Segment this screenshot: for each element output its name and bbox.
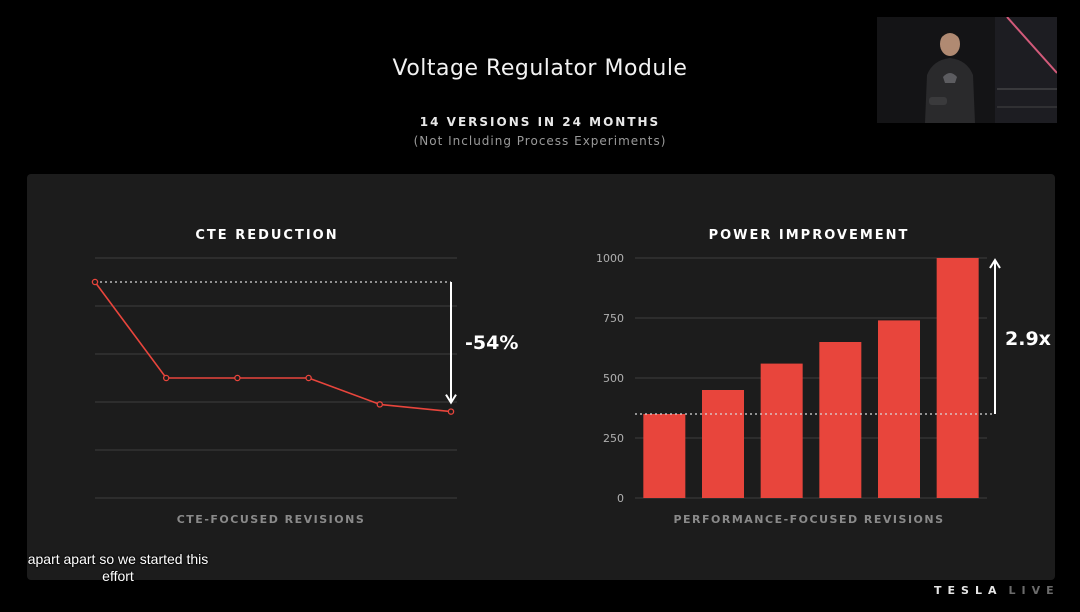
power-y-tick-label: 500 xyxy=(603,372,624,385)
power-bar xyxy=(819,342,862,498)
cte-line-series xyxy=(94,281,452,413)
slide-subtitle: 14 VERSIONS IN 24 MONTHS xyxy=(419,115,661,129)
power-improvement-label: 2.9x xyxy=(1005,328,1051,350)
cte-chart-title: CTE REDUCTION xyxy=(195,228,338,243)
tesla-live-logo: TESLA LIVE xyxy=(934,584,1060,597)
power-bar xyxy=(702,390,744,498)
slide-note: (Not Including Process Experiments) xyxy=(413,134,667,148)
brand-live: LIVE xyxy=(1008,584,1060,597)
cte-reduction-label: -54% xyxy=(465,332,518,354)
power-bar xyxy=(936,258,979,498)
caption-line-2: effort xyxy=(102,568,134,584)
presenter-video-inset xyxy=(877,17,1057,123)
power-y-tick-label: 0 xyxy=(617,492,624,505)
power-y-tick-label: 250 xyxy=(603,432,624,445)
cte-data-point xyxy=(234,374,241,382)
cte-chart: CTE REDUCTION -54% CTE-FOCUSED REVISIONS xyxy=(91,228,518,526)
cte-data-point xyxy=(376,401,384,408)
power-chart-title: POWER IMPROVEMENT xyxy=(709,228,910,243)
slide-title: Voltage Regulator Module xyxy=(392,56,688,81)
charts-canvas: CTE REDUCTION -54% CTE-FOCUSED REVISIONS… xyxy=(91,228,1051,526)
charts-panel: CTE REDUCTION -54% CTE-FOCUSED REVISIONS… xyxy=(27,174,1055,580)
power-arrow-head xyxy=(989,258,1001,269)
cte-arrow-head xyxy=(445,394,457,405)
cte-data-point xyxy=(305,374,312,382)
power-y-tick-label: 1000 xyxy=(596,252,624,265)
power-bar xyxy=(760,363,803,498)
cte-data-point xyxy=(447,408,455,415)
cte-data-point xyxy=(162,374,170,382)
power-x-axis-label: PERFORMANCE-FOCUSED REVISIONS xyxy=(673,513,944,526)
cte-data-point xyxy=(91,278,99,286)
power-bar xyxy=(643,414,686,498)
brand-tesla: TESLA xyxy=(934,584,1003,597)
power-bar xyxy=(878,320,920,498)
power-y-tick-label: 750 xyxy=(603,312,624,325)
caption-line-1: apart apart so we started this xyxy=(27,551,209,567)
power-chart: POWER IMPROVEMENT 0 250 500 750 1000 2.9x PE… xyxy=(596,228,1051,526)
presenter-figure xyxy=(877,17,1057,123)
subtitle-caption: apart apart so we started this effort xyxy=(20,551,216,585)
cte-x-axis-label: CTE-FOCUSED REVISIONS xyxy=(177,513,366,526)
